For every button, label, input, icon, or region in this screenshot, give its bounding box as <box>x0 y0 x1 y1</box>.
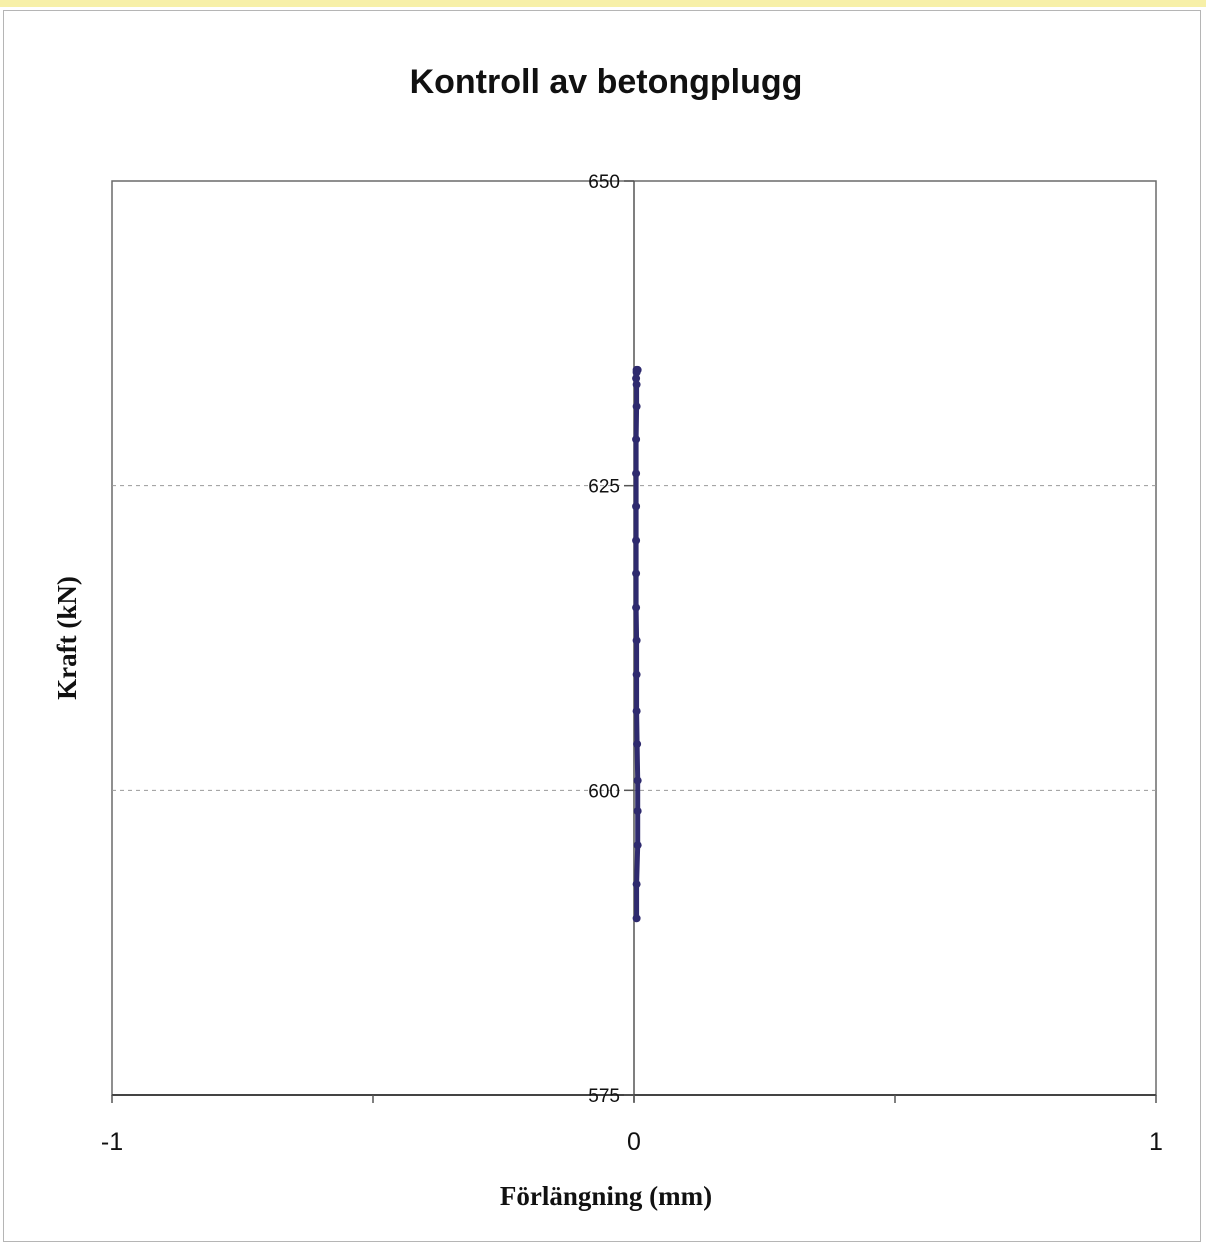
y-axis-label: Kraft (kN) <box>52 576 82 700</box>
data-point <box>632 707 641 716</box>
tick-labels: 575 600 625 650 -1 0 1 <box>101 172 1163 1156</box>
y-tick-label-600: 600 <box>588 781 620 802</box>
series-layer <box>632 365 642 923</box>
data-point <box>633 776 642 785</box>
data-point <box>632 914 641 923</box>
data-point <box>632 380 641 389</box>
top-highlight-strip <box>0 0 1206 7</box>
x-tick-label-1: 1 <box>1149 1128 1163 1156</box>
x-axis-label: Förlängning (mm) <box>500 1181 712 1211</box>
data-point <box>632 469 641 478</box>
data-point <box>632 536 641 545</box>
data-point <box>632 435 641 444</box>
data-point <box>632 636 641 645</box>
data-point <box>633 365 642 374</box>
chart-frame <box>3 10 1201 1242</box>
y-tick-label-650: 650 <box>588 172 620 193</box>
data-point <box>632 603 641 612</box>
data-point <box>632 569 641 578</box>
y-tick-label-575: 575 <box>588 1086 620 1107</box>
data-point <box>632 502 641 511</box>
x-tick-label-0: 0 <box>627 1128 641 1156</box>
y-tick-label-625: 625 <box>588 477 620 498</box>
data-point <box>632 402 641 411</box>
data-point <box>632 880 641 889</box>
data-point <box>633 740 642 749</box>
chart-title: Kontroll av betongplugg <box>410 63 803 101</box>
data-point <box>633 841 642 850</box>
x-tick-label--1: -1 <box>101 1128 123 1156</box>
data-point <box>633 807 642 816</box>
data-point <box>632 374 641 383</box>
data-point <box>632 670 641 679</box>
